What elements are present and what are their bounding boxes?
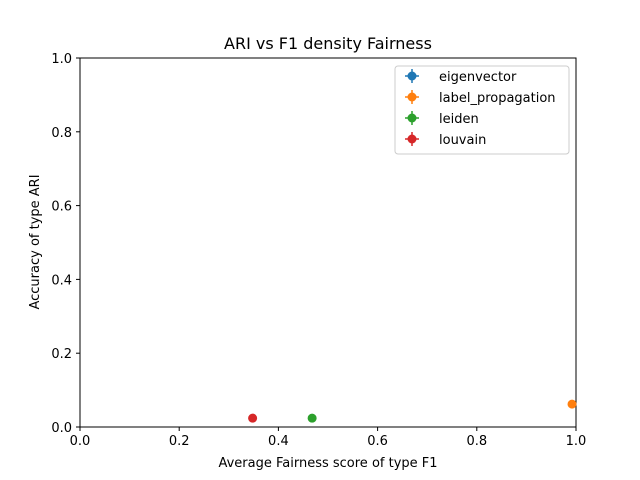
x-tick-label: 0.2: [169, 434, 190, 449]
chart-title: ARI vs F1 density Fairness: [224, 34, 432, 53]
legend-box: [394, 65, 570, 155]
x-tick-label: 1.0: [566, 434, 587, 449]
x-tick-label: 0.8: [466, 434, 487, 449]
legend-marker-louvain: [407, 134, 417, 144]
data-point-leiden: [307, 413, 317, 423]
x-tick-label: 0.6: [367, 434, 388, 449]
legend-marker-leiden: [407, 113, 417, 123]
legend-label-label_propagation: label_propagation: [439, 91, 556, 106]
y-axis-label: Accuracy of type ARI: [28, 174, 43, 309]
x-tick-label: 0.4: [268, 434, 289, 449]
axes-frame: [79, 57, 577, 428]
data-point-louvain: [248, 413, 258, 423]
y-tick-label: 0.0: [51, 421, 72, 436]
y-tick-label: 0.4: [51, 273, 72, 288]
legend-label-louvain: louvain: [439, 133, 486, 148]
y-tick-label: 0.2: [51, 347, 72, 362]
y-tick-label: 0.8: [51, 126, 72, 141]
y-tick-label: 0.6: [51, 200, 72, 215]
data-point-label_propagation: [567, 399, 577, 409]
legend-label-leiden: leiden: [439, 112, 479, 127]
x-tick-label: 0.0: [70, 434, 91, 449]
legend-label-eigenvector: eigenvector: [439, 70, 517, 85]
y-tick-label: 1.0: [51, 52, 72, 67]
legend-marker-label_propagation: [407, 92, 417, 102]
x-axis-label: Average Fairness score of type F1: [218, 456, 437, 471]
plot-area: 0.0 0.2 0.4 0.6 0.8 1.0 0.0 0.2 0.4 0.6 0.8 1.0: [51, 52, 586, 449]
legend-marker-eigenvector: [407, 71, 417, 81]
